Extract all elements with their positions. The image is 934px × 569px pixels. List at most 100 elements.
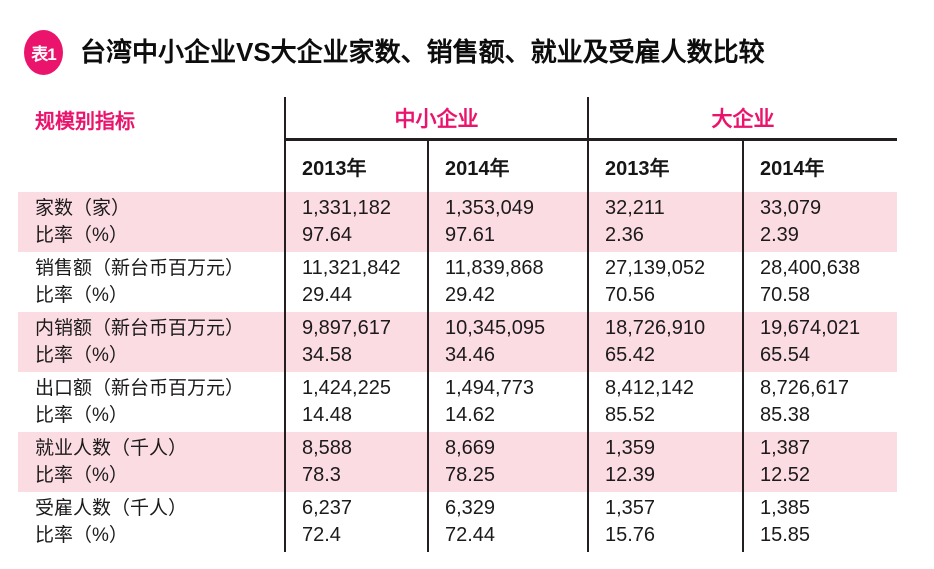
indicator-cell: 销售额（新台币百万元） 比率（%）	[18, 252, 284, 312]
value-cell-large-2013: 8,412,142 85.52	[587, 372, 742, 432]
value-cell-sme-2013: 8,588 78.3	[284, 432, 427, 492]
table-header: 表1 台湾中小企业VS大企业家数、销售额、就业及受雇人数比较	[24, 30, 924, 75]
ratio-value: 85.52	[605, 404, 656, 426]
value: 8,726,617	[760, 377, 849, 399]
ratio-value: 70.58	[760, 284, 811, 306]
table-row: 销售额（新台币百万元） 比率（%） 11,321,842 29.44 11,83…	[18, 252, 897, 312]
value-cell-sme-2014: 11,839,868 29.42	[427, 252, 587, 312]
comparison-table: 规模别指标 中小企业 大企业 2013年 2014年 2013年 2014年 家…	[18, 97, 897, 552]
value: 1,387	[760, 437, 811, 459]
indicator-label: 家数（家）	[35, 198, 131, 219]
value-cell-sme-2013: 1,424,225 14.48	[284, 372, 427, 432]
value: 8,588	[302, 437, 353, 459]
value: 11,839,868	[445, 257, 544, 279]
indicator-cell: 就业人数（千人） 比率（%）	[18, 432, 284, 492]
ratio-value: 14.48	[302, 404, 353, 426]
ratio-value: 14.62	[445, 404, 496, 426]
table-number-badge: 表1	[24, 30, 63, 75]
indicator-label: 出口额（新台币百万元）	[35, 378, 245, 399]
value: 1,385	[760, 497, 811, 519]
value-cell-sme-2014: 8,669 78.25	[427, 432, 587, 492]
year-header-large-2013: 2013年	[587, 141, 742, 192]
value-cell-sme-2014: 10,345,095 34.46	[427, 312, 587, 372]
value: 1,494,773	[445, 377, 534, 399]
value: 6,329	[445, 497, 496, 519]
column-group-sme: 中小企业	[284, 97, 587, 141]
ratio-value: 2.36	[605, 224, 644, 246]
value-cell-large-2013: 1,357 15.76	[587, 492, 742, 552]
value: 1,359	[605, 437, 656, 459]
ratio-value: 2.39	[760, 224, 799, 246]
year-header-sme-2014: 2014年	[427, 141, 587, 192]
value: 27,139,052	[605, 257, 706, 279]
ratio-value: 72.4	[302, 524, 341, 546]
ratio-label: 比率（%）	[35, 405, 128, 426]
ratio-value: 78.3	[302, 464, 341, 486]
value-cell-sme-2013: 11,321,842 29.44	[284, 252, 427, 312]
value-cell-large-2013: 1,359 12.39	[587, 432, 742, 492]
value-cell-large-2014: 1,385 15.85	[742, 492, 897, 552]
indicator-cell: 内销额（新台币百万元） 比率（%）	[18, 312, 284, 372]
table-row: 家数（家） 比率（%） 1,331,182 97.64 1,353,049 97…	[18, 192, 897, 252]
value: 8,412,142	[605, 377, 694, 399]
indicator-cell: 出口额（新台币百万元） 比率（%）	[18, 372, 284, 432]
year-row-spacer	[18, 141, 284, 192]
ratio-value: 29.44	[302, 284, 353, 306]
value: 1,331,182	[302, 197, 391, 219]
table-row: 受雇人数（千人） 比率（%） 6,237 72.4 6,329 72.44 1,…	[18, 492, 897, 552]
value: 19,674,021	[760, 317, 861, 339]
ratio-label: 比率（%）	[35, 345, 128, 366]
indicator-cell: 家数（家） 比率（%）	[18, 192, 284, 252]
year-header-row: 2013年 2014年 2013年 2014年	[18, 141, 897, 192]
value-cell-sme-2014: 6,329 72.44	[427, 492, 587, 552]
ratio-value: 85.38	[760, 404, 811, 426]
row-header-label: 规模别指标	[35, 110, 135, 133]
indicator-cell: 受雇人数（千人） 比率（%）	[18, 492, 284, 552]
column-group-large-enterprise: 大企业	[587, 97, 897, 141]
ratio-value: 29.42	[445, 284, 496, 306]
ratio-label: 比率（%）	[35, 225, 128, 246]
value: 6,237	[302, 497, 353, 519]
indicator-label: 内销额（新台币百万元）	[35, 318, 245, 339]
ratio-value: 12.52	[760, 464, 811, 486]
group-header-row: 规模别指标 中小企业 大企业	[18, 97, 897, 141]
value-cell-large-2013: 18,726,910 65.42	[587, 312, 742, 372]
value: 11,321,842	[302, 257, 401, 279]
indicator-label: 销售额（新台币百万元）	[35, 258, 245, 279]
table-title: 台湾中小企业VS大企业家数、销售额、就业及受雇人数比较	[80, 37, 765, 68]
value-cell-large-2014: 8,726,617 85.38	[742, 372, 897, 432]
table-row: 就业人数（千人） 比率（%） 8,588 78.3 8,669 78.25 1,…	[18, 432, 897, 492]
value: 1,353,049	[445, 197, 534, 219]
value: 1,424,225	[302, 377, 391, 399]
value: 1,357	[605, 497, 656, 519]
ratio-value: 34.46	[445, 344, 496, 366]
year-header-sme-2013: 2013年	[284, 141, 427, 192]
value-cell-sme-2014: 1,494,773 14.62	[427, 372, 587, 432]
ratio-value: 70.56	[605, 284, 656, 306]
ratio-value: 78.25	[445, 464, 496, 486]
ratio-label: 比率（%）	[35, 525, 128, 546]
ratio-label: 比率（%）	[35, 285, 128, 306]
value: 8,669	[445, 437, 496, 459]
ratio-value: 97.64	[302, 224, 353, 246]
value-cell-sme-2013: 6,237 72.4	[284, 492, 427, 552]
value-cell-sme-2014: 1,353,049 97.61	[427, 192, 587, 252]
value: 18,726,910	[605, 317, 706, 339]
year-header-large-2014: 2014年	[742, 141, 897, 192]
value-cell-large-2014: 1,387 12.52	[742, 432, 897, 492]
value-cell-large-2013: 27,139,052 70.56	[587, 252, 742, 312]
ratio-value: 97.61	[445, 224, 496, 246]
value-cell-large-2013: 32,211 2.36	[587, 192, 742, 252]
ratio-value: 15.85	[760, 524, 811, 546]
value-cell-sme-2013: 1,331,182 97.64	[284, 192, 427, 252]
indicator-label: 就业人数（千人）	[35, 438, 188, 459]
table-row: 出口额（新台币百万元） 比率（%） 1,424,225 14.48 1,494,…	[18, 372, 897, 432]
value-cell-large-2014: 19,674,021 65.54	[742, 312, 897, 372]
value: 10,345,095	[445, 317, 546, 339]
ratio-value: 65.42	[605, 344, 656, 366]
indicator-label: 受雇人数（千人）	[35, 498, 188, 519]
ratio-value: 34.58	[302, 344, 353, 366]
value-cell-large-2014: 33,079 2.39	[742, 192, 897, 252]
value: 9,897,617	[302, 317, 391, 339]
ratio-value: 15.76	[605, 524, 656, 546]
